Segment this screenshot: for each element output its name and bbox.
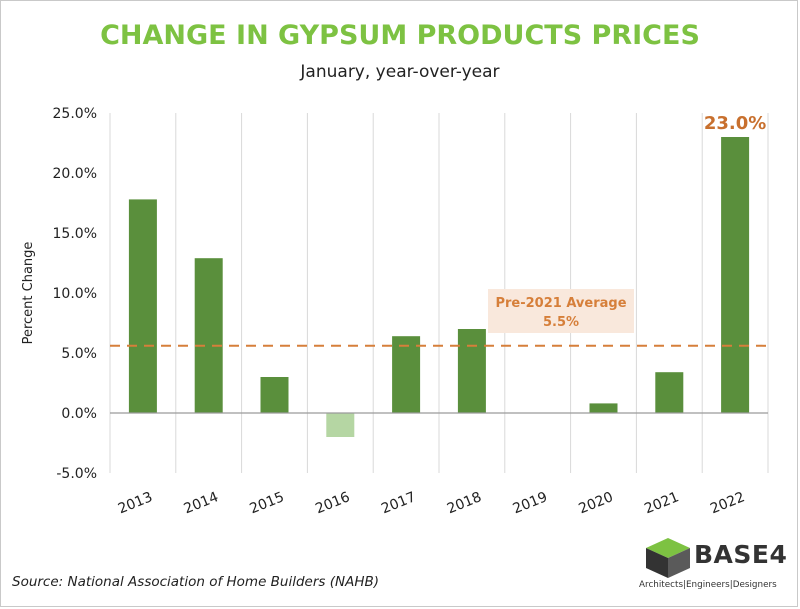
logo-tagline: Architects|Engineers|Designers — [639, 580, 777, 590]
y-axis-label: Percent Change — [21, 242, 36, 345]
average-value-label: 5.5% — [543, 315, 579, 330]
y-tick-label: 0.0% — [61, 406, 97, 422]
average-label-box — [488, 289, 634, 333]
bar — [194, 258, 223, 413]
y-tick-label: 15.0% — [53, 226, 97, 242]
y-tick-label: -5.0% — [56, 466, 97, 482]
x-tick-label: 2021 — [642, 489, 681, 517]
y-tick-label: 10.0% — [53, 286, 97, 302]
bar — [457, 329, 486, 413]
logo-wordmark: BASE4 — [694, 540, 788, 569]
bar — [326, 413, 355, 437]
source-note: Source: National Association of Home Bui… — [12, 574, 380, 590]
bar — [655, 372, 684, 413]
bar — [589, 403, 618, 413]
y-tick-label: 5.0% — [61, 346, 97, 362]
bar — [721, 137, 750, 413]
x-tick-label: 2016 — [313, 489, 352, 517]
x-tick-label: 2014 — [182, 489, 221, 517]
data-label-2022: 23.0% — [704, 113, 766, 134]
bar — [128, 199, 157, 413]
x-tick-label: 2018 — [445, 489, 484, 517]
x-tick-label: 2013 — [116, 489, 155, 517]
y-tick-label: 25.0% — [53, 106, 97, 122]
bar — [392, 336, 421, 413]
x-tick-label: 2017 — [379, 489, 418, 517]
bar — [260, 377, 289, 413]
x-tick-label: 2020 — [576, 489, 615, 517]
company-logo: BASE4 Architects|Engineers|Designers — [636, 532, 796, 594]
x-tick-label: 2015 — [247, 489, 286, 517]
x-tick-label: 2022 — [708, 489, 747, 517]
average-label: Pre-2021 Average — [495, 296, 626, 311]
hexagon-cube-icon — [646, 538, 690, 578]
x-tick-label: 2019 — [511, 489, 550, 517]
y-tick-label: 20.0% — [53, 166, 97, 182]
chart-subtitle: January, year-over-year — [300, 62, 500, 82]
chart-title: CHANGE IN GYPSUM PRODUCTS PRICES — [100, 20, 700, 51]
